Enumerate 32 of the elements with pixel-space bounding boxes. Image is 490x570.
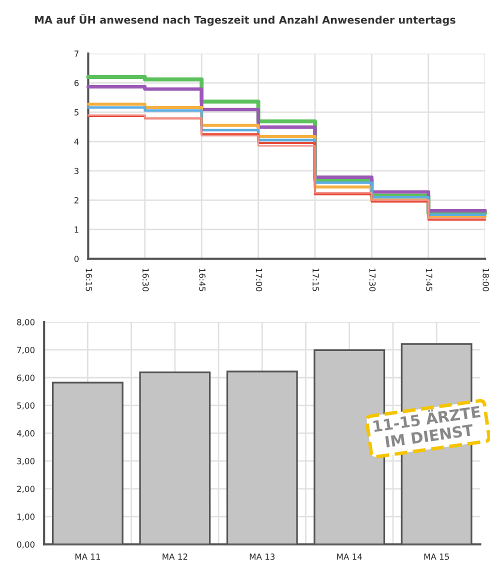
x-tick-label: 17:45 xyxy=(426,268,432,292)
y-tick-label: 2 xyxy=(74,197,78,204)
y-tick-label: 7,00 xyxy=(17,346,35,354)
y-tick-label: 7 xyxy=(74,50,78,57)
y-tick-label: 3 xyxy=(74,168,79,174)
y-tick-label: 5,00 xyxy=(17,402,35,410)
y-tick-label: 4,00 xyxy=(16,430,35,438)
x-tick-label: MA 11 xyxy=(75,554,100,560)
y-tick-label: 6 xyxy=(74,80,79,86)
y-tick-label: 4 xyxy=(74,138,79,145)
y-tick-label: 8,00 xyxy=(17,319,35,326)
x-tick-label: 17:15 xyxy=(312,268,319,292)
y-tick-label: 0 xyxy=(74,256,79,262)
x-tick-label: MA 15 xyxy=(424,554,449,560)
x-tick-label: MA 13 xyxy=(250,554,275,560)
y-tick-label: 5 xyxy=(74,109,78,116)
x-tick-label: 18:00 xyxy=(482,268,489,292)
x-tick-label: 17:00 xyxy=(256,268,262,292)
y-tick-label: 6,00 xyxy=(17,374,35,382)
x-tick-label: 16:45 xyxy=(199,268,206,292)
x-tick-label: 16:30 xyxy=(142,268,149,292)
y-tick-label: 3,00 xyxy=(17,458,35,466)
x-tick-label: MA 12 xyxy=(162,554,188,560)
chart-title: MA auf ÜH anwesend nach Tageszeit und Anzahl Anwesender untertags xyxy=(35,14,456,26)
x-tick-label: 16:15 xyxy=(86,268,92,292)
y-tick-label: 2,00 xyxy=(17,486,35,493)
annotation: 11-15 ÄRZTE IM DIENST xyxy=(372,402,481,448)
x-tick-label: 17:30 xyxy=(369,268,376,292)
x-tick-label: MA 14 xyxy=(337,554,362,560)
y-tick-label: 1 xyxy=(74,226,78,233)
y-tick-label: 1,00 xyxy=(17,514,35,521)
y-tick-label: 0,00 xyxy=(17,541,35,548)
